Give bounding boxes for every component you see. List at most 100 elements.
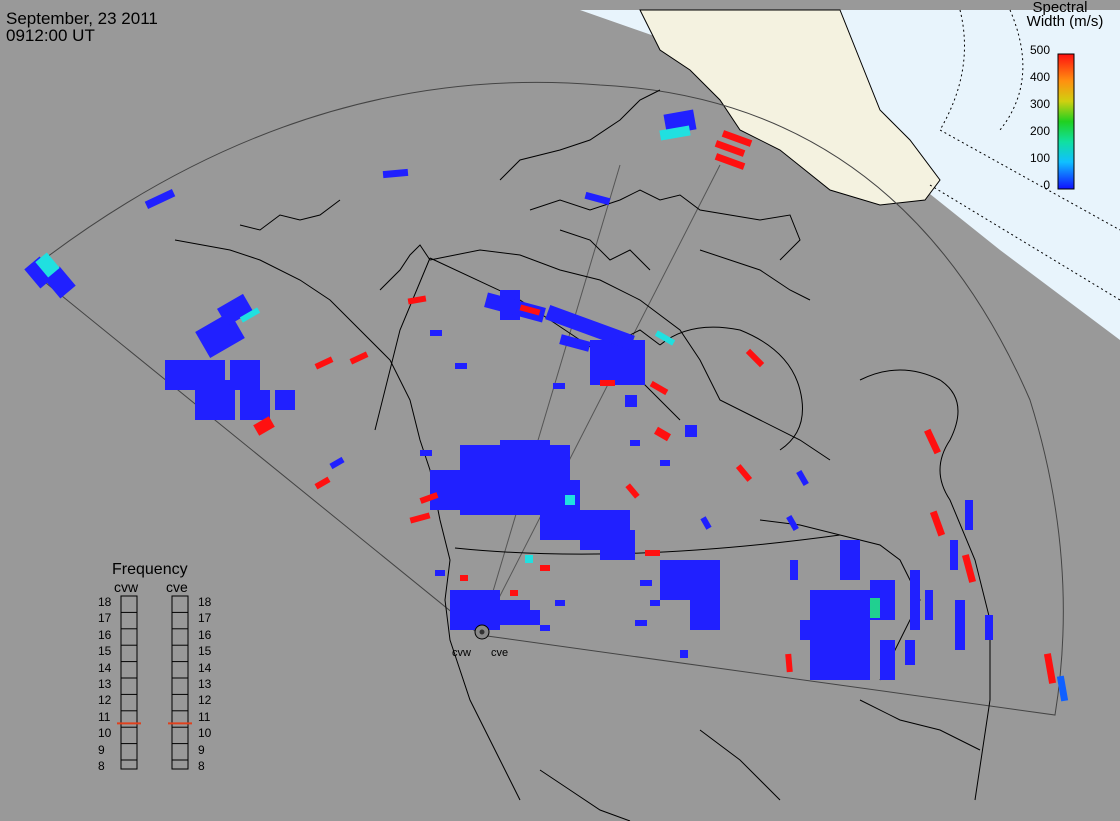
colorbar-tick-label: 200 [1029,124,1050,138]
data-cell [630,440,640,446]
data-cell [635,620,647,626]
data-cell [910,570,920,630]
data-cell [565,495,575,505]
data-cell [950,540,958,570]
data-cell [510,590,518,596]
data-cell [645,550,660,556]
colorbar-tick-label: 100 [1029,151,1050,165]
coastlines [174,89,991,821]
radar-site-dot [479,629,485,635]
data-cell [35,252,60,278]
data-cell [650,600,660,606]
data-cell [409,512,431,524]
data-cell [649,380,669,396]
data-cell [880,640,895,680]
data-cell [540,625,550,631]
data-cell [420,450,432,456]
data-cell [430,330,442,336]
frequency-level-left: 12 [98,693,112,708]
colorbar-bar [1057,53,1075,190]
data-cell [419,492,439,504]
data-cell [407,295,427,305]
frequency-level-left: 18 [98,595,112,609]
radar-label-west: cvw [452,647,471,659]
data-cell [519,304,541,316]
data-cell [840,540,860,580]
frequency-level-left: 11 [98,709,111,724]
data-cell [600,380,615,386]
data-cell [800,620,810,640]
beam-line-2 [479,164,721,636]
latitude-dotted-line-2 [999,9,1024,131]
frequency-level-right: 16 [198,627,212,642]
data-cell [590,340,645,385]
data-cell [680,650,688,658]
data-cell [654,330,676,346]
data-cell [1056,675,1069,702]
colorbar-title-2: Width (m/s) [1026,13,1104,30]
data-cell [796,470,809,486]
data-cell [253,416,275,436]
frequency-level-left: 10 [98,726,112,741]
data-cell [540,565,550,571]
data-cell [559,334,591,352]
data-cell [785,653,793,673]
data-cell [659,125,691,141]
data-cell [961,554,977,583]
data-cell [810,590,870,680]
colorbar-tick-label: 400 [1029,70,1050,84]
data-cell [870,598,880,618]
data-cell [640,580,652,586]
data-cell [314,356,334,370]
data-cell [654,426,671,442]
data-cell [929,510,946,537]
data-cell [484,292,546,323]
data-cell [435,570,445,576]
greenland-land [639,9,941,206]
data-cell [985,615,993,640]
data-cell [584,191,611,206]
data-cell [735,464,753,482]
data-cell [195,312,245,358]
data-cell [714,153,746,170]
data-cell [525,555,533,563]
data-cell [314,476,331,490]
data-cell [625,395,637,407]
data-cell [455,363,467,369]
data-cell [685,425,697,437]
frequency-level-left: 14 [98,660,112,675]
data-cell [714,140,746,157]
radar-fov-outline [29,81,1064,716]
latitude-dotted-line [939,9,1120,231]
frequency-level-right: 12 [198,693,212,708]
data-cell [924,428,941,455]
frequency-level-right: 9 [198,742,205,757]
beam-line-1 [479,164,621,636]
data-cell [790,560,798,580]
frequency-gauge-cve [171,595,189,770]
data-cell [329,456,345,470]
frequency-level-right: 13 [198,677,212,691]
latitude-dotted-line-3 [929,184,1120,301]
colorbar-tick-label: 0 [1043,178,1050,192]
data-cell [144,189,176,209]
data-cell [275,390,295,410]
data-cell [553,383,565,389]
time-label: 0912:00 UT [6,26,95,45]
frequency-level-left: 13 [98,677,112,691]
data-cell [382,168,409,179]
data-cell [460,575,468,581]
frequency-level-right: 8 [198,759,205,773]
data-cell [195,380,235,420]
data-cell [500,440,550,470]
data-cell [660,460,670,466]
frequency-gauge-cvw [120,595,138,770]
data-cell [240,390,270,420]
radar-label-east: cve [491,647,509,659]
data-cell [955,600,965,650]
frequency-radar1-label: cvw [114,579,139,595]
polar-region [580,10,1120,340]
data-cell [786,515,799,531]
colorbar-title-1: Spectral [1032,0,1088,16]
data-cell [545,305,635,350]
